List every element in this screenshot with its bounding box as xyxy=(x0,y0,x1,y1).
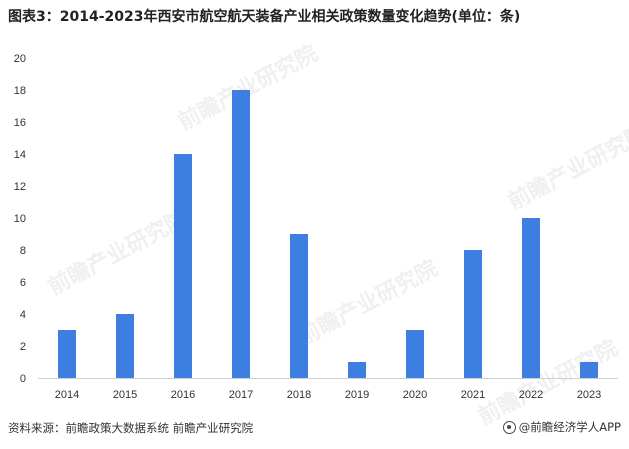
brand-credit: @前瞻经济学人APP xyxy=(502,419,621,435)
y-tick-label-4: 4 xyxy=(20,309,26,321)
bar-2018 xyxy=(290,234,308,378)
bar-2017 xyxy=(232,90,250,378)
bar-2015 xyxy=(116,314,134,378)
y-tick-label-10: 10 xyxy=(14,213,26,225)
chart-title: 图表3：2014-2023年西安市航空航天装备产业相关政策数量变化趋势(单位：条… xyxy=(8,9,521,25)
x-tick-label-2014: 2014 xyxy=(55,389,79,401)
x-axis: 2014 2015 2016 2017 2018 2019 2020 2021 2022 2023 xyxy=(38,378,618,401)
x-tick-label-2017: 2017 xyxy=(229,389,253,401)
y-tick-label-20: 20 xyxy=(14,53,26,65)
y-tick-label-16: 16 xyxy=(14,117,26,129)
bar-2014 xyxy=(58,330,76,378)
x-tick-label-2022: 2022 xyxy=(519,389,543,401)
bar-2016 xyxy=(174,154,192,378)
x-tick-label-2016: 2016 xyxy=(171,389,195,401)
brand-label: @前瞻经济学人APP xyxy=(518,420,621,434)
y-tick-label-0: 0 xyxy=(20,373,26,385)
y-tick-label-8: 8 xyxy=(20,245,26,257)
bars xyxy=(58,90,598,378)
bar-2019 xyxy=(348,362,366,378)
y-tick-label-6: 6 xyxy=(20,277,26,289)
bar-2020 xyxy=(406,330,424,378)
x-tick-label-2021: 2021 xyxy=(461,389,485,401)
y-tick-label-12: 12 xyxy=(14,181,26,193)
y-tick-label-18: 18 xyxy=(14,85,26,97)
y-tick-label-14: 14 xyxy=(14,149,26,161)
x-tick-label-2023: 2023 xyxy=(577,389,601,401)
x-tick-label-2020: 2020 xyxy=(403,389,427,401)
x-tick-label-2018: 2018 xyxy=(287,389,311,401)
bar-2021 xyxy=(464,250,482,378)
bar-2022 xyxy=(522,218,540,378)
x-tick-label-2019: 2019 xyxy=(345,389,369,401)
y-axis: 0 2 4 6 8 10 12 14 16 18 20 xyxy=(14,53,26,385)
bar-2023 xyxy=(580,362,598,378)
brand-logo-icon xyxy=(502,420,516,434)
y-tick-label-2: 2 xyxy=(20,341,26,353)
x-tick-label-2015: 2015 xyxy=(113,389,137,401)
source-note: 资料来源：前瞻政策大数据系统 前瞻产业研究院 xyxy=(8,421,254,435)
